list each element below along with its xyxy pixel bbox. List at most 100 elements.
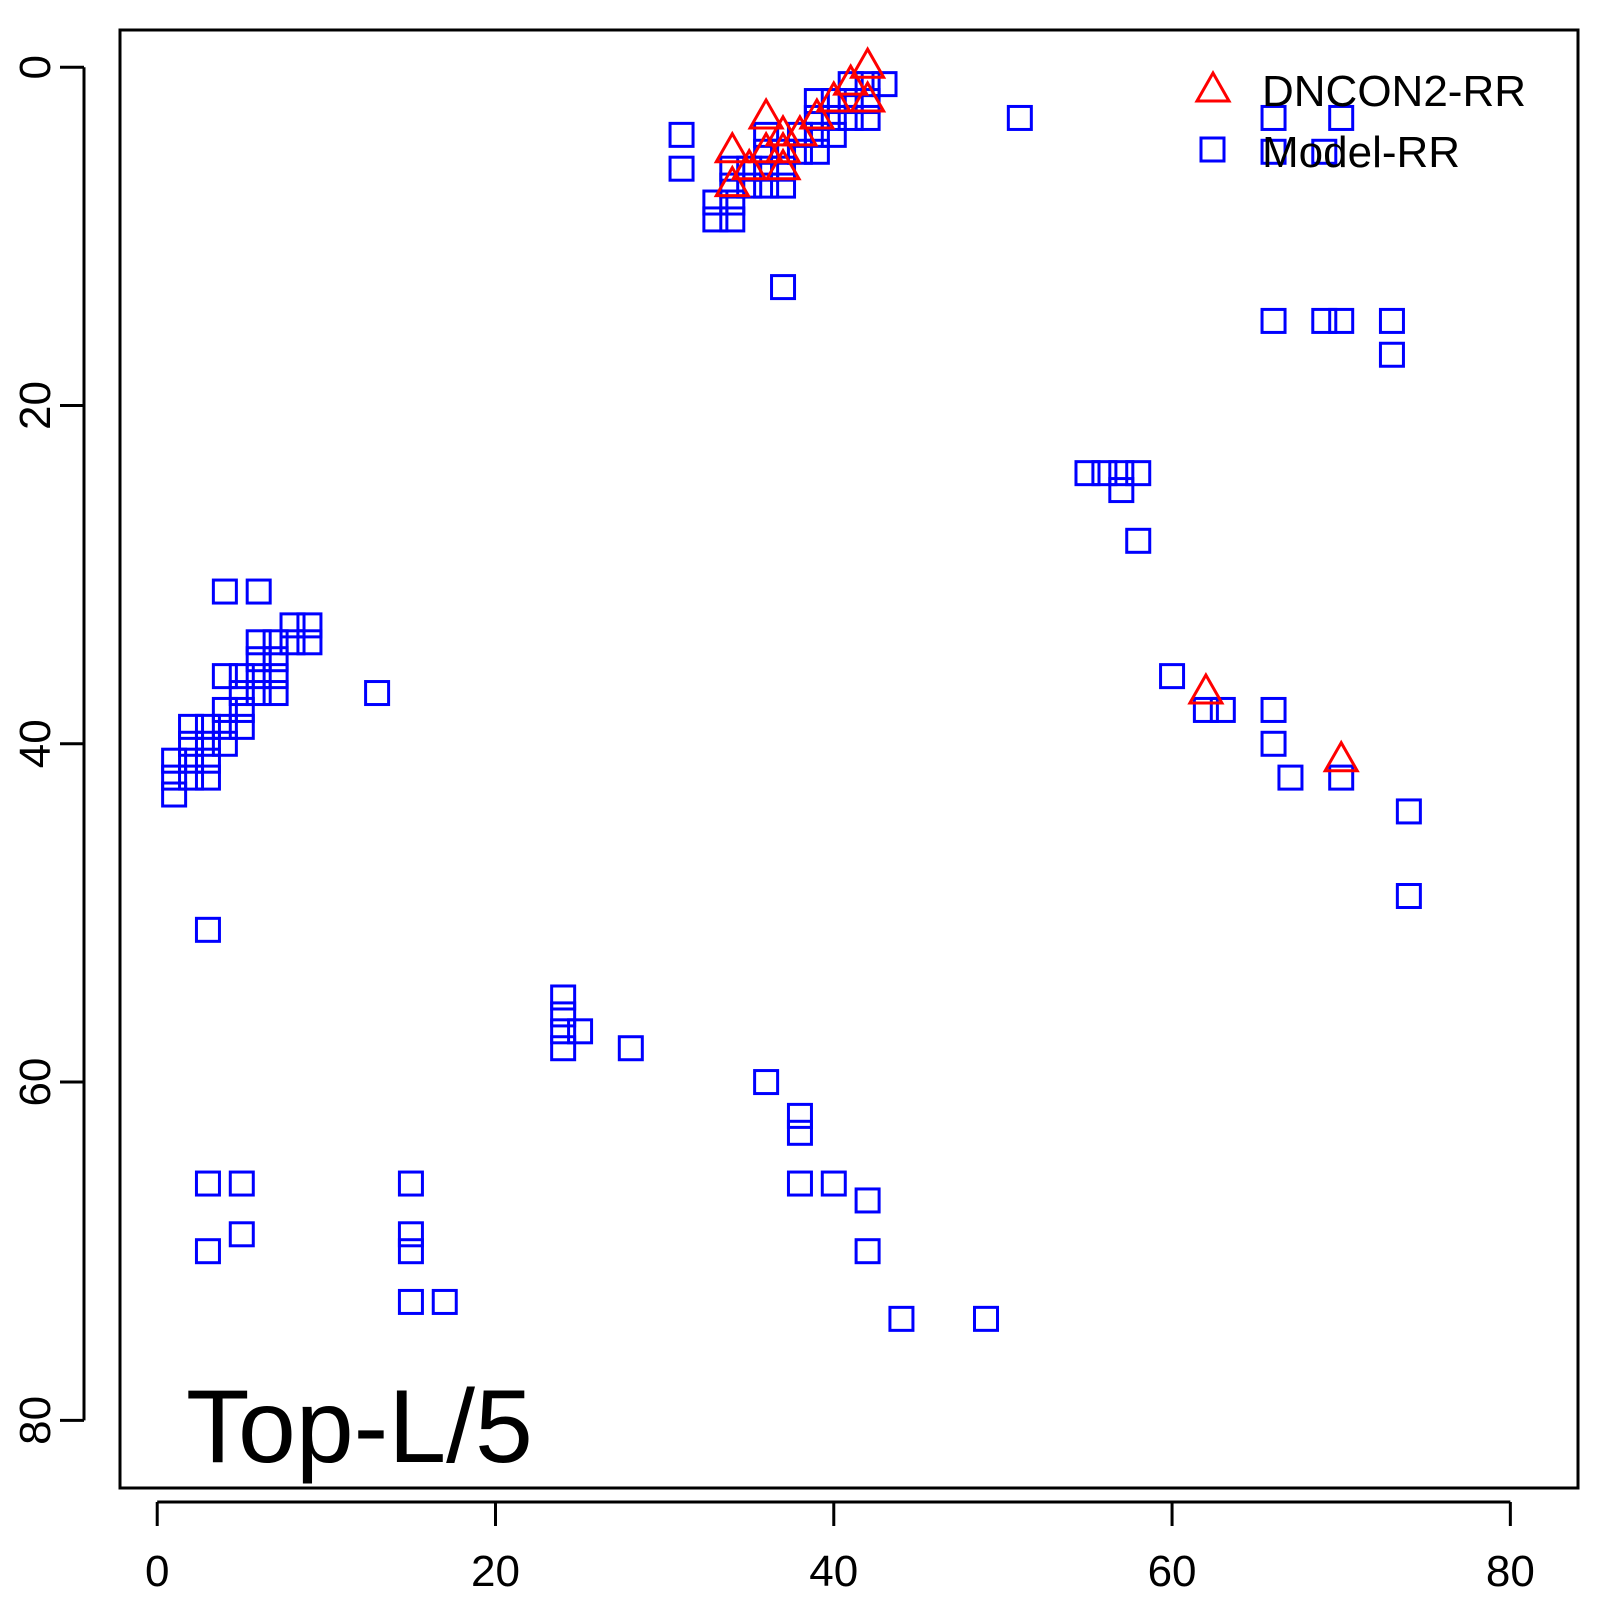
model-rr-point <box>1328 104 1355 131</box>
model-rr-point <box>736 172 763 199</box>
model-rr-points <box>161 71 1422 1332</box>
dncon2-rr-point <box>1187 671 1225 705</box>
model-rr-point <box>702 189 729 216</box>
model-rr-point <box>228 1221 255 1248</box>
dncon2-rr-point <box>781 113 819 147</box>
model-rr-point <box>161 781 188 808</box>
model-rr-point <box>279 629 306 656</box>
model-rr-point <box>550 984 577 1011</box>
model-rr-point <box>1125 527 1152 554</box>
dncon2-rr-point <box>832 63 870 96</box>
model-rr-point <box>211 713 238 740</box>
model-rr-point <box>1260 696 1287 723</box>
model-rr-point <box>262 663 289 690</box>
model-rr-point <box>211 696 238 723</box>
model-rr-point <box>1108 477 1135 504</box>
model-rr-point <box>194 713 221 740</box>
dncon2-rr-point <box>713 164 751 198</box>
model-rr-point <box>668 155 695 182</box>
model-rr-point <box>888 1305 915 1332</box>
model-rr-point <box>228 1170 255 1197</box>
model-rr-point <box>1328 764 1355 791</box>
model-rr-point <box>719 206 746 233</box>
model-rr-point <box>397 1288 424 1315</box>
model-rr-point <box>1378 341 1405 368</box>
model-rr-point <box>161 764 188 791</box>
model-rr-point <box>837 88 864 115</box>
model-rr-point <box>1159 663 1186 690</box>
model-rr-point <box>1328 307 1355 334</box>
model-rr-point <box>194 730 221 757</box>
model-rr-point <box>820 1170 847 1197</box>
model-rr-point <box>550 1001 577 1028</box>
model-rr-point <box>617 1035 644 1062</box>
model-rr-point <box>1311 307 1338 334</box>
model-rr-point <box>296 612 323 639</box>
model-rr-point <box>161 747 188 774</box>
model-rr-point <box>228 680 255 707</box>
legend-label-model-rr: Model-RR <box>1262 128 1460 177</box>
dncon2-rr-point <box>798 96 836 130</box>
model-rr-point <box>262 646 289 673</box>
legend: DNCON2-RR Model-RR <box>1194 67 1526 177</box>
model-rr-point <box>1108 460 1135 487</box>
model-rr-point <box>228 663 255 690</box>
model-rr-point <box>1074 460 1101 487</box>
dncon2-rr-point <box>764 130 802 164</box>
model-rr-point <box>178 747 205 774</box>
model-rr-point <box>820 121 847 148</box>
model-rr-point <box>1125 460 1152 487</box>
model-rr-point <box>178 730 205 757</box>
model-rr-point <box>431 1288 458 1315</box>
model-rr-point <box>854 104 881 131</box>
model-rr-point <box>397 1170 424 1197</box>
model-rr-point <box>803 88 830 115</box>
y-tick-label: 20 <box>11 381 60 430</box>
model-rr-point <box>178 713 205 740</box>
dncon2-rr-point <box>815 79 853 113</box>
legend-square-marker <box>1199 136 1226 163</box>
model-rr-point <box>296 629 323 656</box>
x-tick-label: 20 <box>471 1547 520 1596</box>
plot-frame <box>118 28 1580 1490</box>
legend-triangle-marker <box>1194 69 1232 103</box>
model-rr-point <box>245 646 272 673</box>
model-rr-point <box>786 1119 813 1146</box>
model-rr-point <box>567 1018 594 1045</box>
model-rr-point <box>854 71 881 98</box>
model-rr-point <box>753 172 780 199</box>
model-rr-point <box>1395 798 1422 825</box>
dncon2-rr-point <box>1322 739 1360 773</box>
model-rr-point <box>397 1221 424 1248</box>
model-rr-point <box>364 680 391 707</box>
model-rr-point <box>770 172 797 199</box>
dncon2-rr-point <box>747 96 785 130</box>
model-rr-point <box>1311 138 1338 165</box>
model-rr-point <box>245 629 272 656</box>
model-rr-point <box>211 578 238 605</box>
model-rr-point <box>1277 764 1304 791</box>
model-rr-point <box>550 1035 577 1062</box>
y-tick-label: 60 <box>11 1058 60 1107</box>
model-rr-point <box>786 1170 813 1197</box>
plot-annotation: Top-L/5 <box>186 1369 533 1485</box>
x-axis: 0 20 40 60 80 <box>145 1500 1535 1596</box>
dncon2-rr-point <box>764 147 802 181</box>
model-rr-point <box>245 663 272 690</box>
model-rr-point <box>871 71 898 98</box>
x-tick-label: 60 <box>1148 1547 1197 1596</box>
y-tick-label: 0 <box>11 55 60 79</box>
model-rr-point <box>837 104 864 131</box>
model-rr-point <box>1192 696 1219 723</box>
legend-label-dncon2-rr: DNCON2-RR <box>1262 67 1526 116</box>
model-rr-point <box>194 1238 221 1265</box>
x-tick-label: 80 <box>1486 1547 1535 1596</box>
model-rr-point <box>550 1018 577 1045</box>
model-rr-point <box>719 189 746 216</box>
model-rr-point <box>1006 104 1033 131</box>
dncon2-rr-point <box>730 147 768 181</box>
model-rr-point <box>245 578 272 605</box>
model-rr-point <box>211 663 238 690</box>
model-rr-point <box>973 1305 1000 1332</box>
